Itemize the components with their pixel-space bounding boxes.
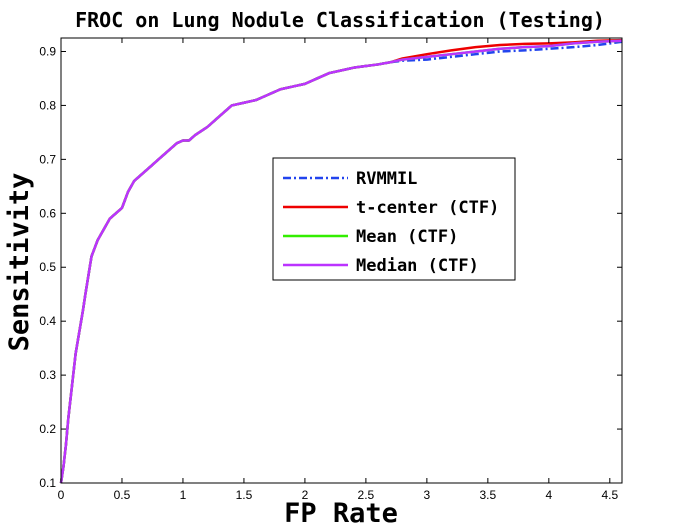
y-tick-label: 0.2 [39, 422, 56, 436]
y-tick-label: 0.8 [39, 98, 56, 112]
series-layer [59, 38, 623, 484]
x-tick-label: 4.5 [601, 488, 618, 502]
series-line-median-ctf [59, 39, 623, 484]
x-tick-label: 0 [58, 488, 65, 502]
x-tick-label: 0.5 [114, 488, 131, 502]
y-tick-label: 0.3 [39, 368, 56, 382]
x-tick-label: 4 [545, 488, 552, 502]
plot-area: 0 0.5 1 1.5 2 2.5 3 3.5 4 4.5 0.10.20.30.40.50.60… [39, 37, 623, 502]
legend-label-median-ctf: Median (CTF) [356, 256, 479, 276]
y-tick-label: 0.1 [39, 476, 56, 490]
legend-box [272, 157, 516, 281]
chart-title: FROC on Lung Nodule Classification (Test… [75, 8, 605, 32]
plot-frame [60, 37, 623, 484]
y-tick-label: 0.9 [39, 44, 56, 58]
y-tick-label: 0.7 [39, 152, 56, 166]
x-tick-label: 2.5 [358, 488, 375, 502]
x-tick-label: 3.5 [480, 488, 497, 502]
x-axis-ticks: 0 0.5 1 1.5 2 2.5 3 3.5 4 4.5 [58, 38, 618, 502]
y-axis-label: Sensitivity [4, 173, 35, 352]
legend: RVMMIL t-center (CTF) Mean (CTF) Median (CT… [272, 157, 516, 281]
x-tick-label: 1.5 [236, 488, 253, 502]
x-axis-label: FP Rate [284, 498, 398, 529]
x-tick-label: 1 [180, 488, 187, 502]
legend-label-t-center-ctf: t-center (CTF) [356, 198, 499, 218]
x-tick-label: 3 [424, 488, 431, 502]
y-tick-label: 0.5 [39, 260, 56, 274]
y-tick-label: 0.4 [39, 314, 56, 328]
legend-label-mean-ctf: Mean (CTF) [356, 227, 458, 247]
x-tick-label: 2 [302, 488, 309, 502]
y-axis-ticks: 0.1 0.2 0.3 0.4 0.5 0.6 0.7 0.8 0.9 [39, 44, 622, 490]
legend-label-rvmmil: RVMMIL [356, 169, 417, 189]
y-tick-label: 0.6 [39, 206, 56, 220]
